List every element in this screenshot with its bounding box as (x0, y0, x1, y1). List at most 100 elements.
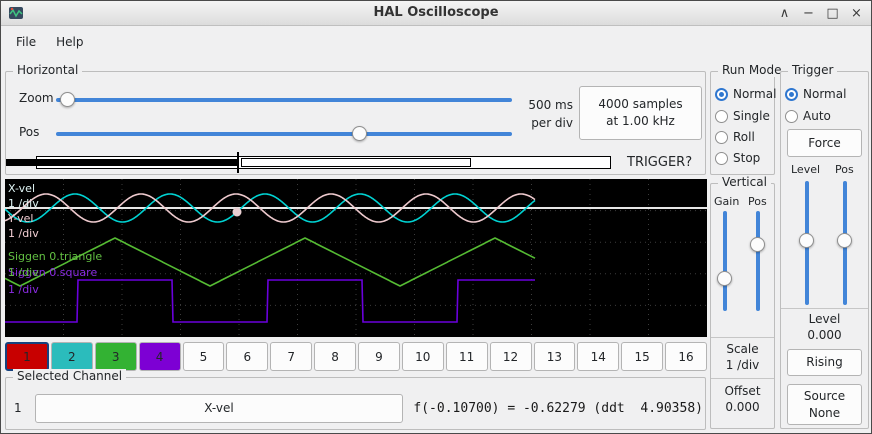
channel-button-4[interactable]: 4 (138, 342, 181, 371)
trigger-pos-slider[interactable] (837, 181, 853, 305)
source-button[interactable]: Source None (787, 384, 862, 425)
shade-button[interactable]: ∧ (779, 5, 790, 21)
menu-bar: File Help (1, 27, 92, 56)
offset-value: 0.000 (725, 400, 760, 414)
minimize-button[interactable]: − (803, 5, 814, 21)
trigger-pos-label: Pos (835, 163, 854, 176)
channel-button-5[interactable]: 5 (182, 342, 225, 371)
trigger-level-readout-value: 0.000 (807, 328, 842, 342)
channel-button-2[interactable]: 2 (50, 342, 93, 371)
menu-help[interactable]: Help (56, 34, 84, 49)
record-window-box[interactable] (241, 158, 471, 167)
pos-slider-handle[interactable] (352, 126, 367, 141)
channel-button-13[interactable]: 13 (533, 342, 576, 371)
trace-name-label: Siggen 0.triangle (8, 250, 103, 263)
channel-button-7[interactable]: 7 (270, 342, 313, 371)
maximize-button[interactable]: □ (826, 5, 839, 21)
zoom-label: Zoom (19, 91, 54, 105)
pos-slider-track[interactable] (56, 132, 512, 136)
radio-icon (715, 151, 728, 165)
channel-button-15[interactable]: 15 (621, 342, 664, 371)
trace-X-vel (5, 193, 536, 223)
channel-button-9[interactable]: 9 (358, 342, 400, 371)
trace-Siggen 0.triangle (5, 237, 536, 287)
trigger-pos-slider-handle[interactable] (837, 233, 852, 248)
timebase-readout: 500 ms per div (513, 96, 573, 132)
samples-line2: at 1.00 kHz (606, 114, 675, 128)
vertical-panel-title: Vertical (718, 175, 771, 189)
zoom-slider-handle[interactable] (60, 92, 75, 107)
channel-button-1[interactable]: 1 (5, 342, 49, 371)
vertical-pos-label: Pos (748, 195, 767, 208)
trigger-auto-radio[interactable]: Auto (785, 107, 831, 125)
offset-label: Offset (724, 384, 761, 398)
trace-Siggen 0.square (5, 279, 535, 323)
vertical-gain-slider-track[interactable] (723, 211, 727, 311)
channel-button-14[interactable]: 14 (577, 342, 620, 371)
radio-label: Single (733, 109, 770, 123)
samples-button[interactable]: 4000 samples at 1.00 kHz (579, 86, 702, 140)
channel-button-12[interactable]: 12 (489, 342, 532, 371)
vertical-separator (711, 337, 774, 338)
vertical-pos-slider-track[interactable] (756, 211, 760, 311)
trigger-point-marker[interactable] (232, 207, 242, 217)
vertical-panel: Vertical (710, 175, 775, 429)
channel-button-10[interactable]: 10 (401, 342, 444, 371)
run-mode-roll-radio[interactable]: Roll (715, 128, 755, 146)
horizontal-panel-title: Horizontal (13, 63, 83, 77)
scale-value: 1 /div (725, 358, 760, 372)
trace-scale-label: 1 /div (8, 266, 39, 279)
radio-icon (715, 109, 728, 123)
zoom-slider[interactable] (56, 92, 512, 108)
trigger-level-slider[interactable] (799, 181, 815, 305)
trigger-normal-radio[interactable]: Normal (785, 85, 846, 103)
trigger-separator (781, 308, 868, 309)
title-bar: HAL Oscilloscope ∧ − □ × (1, 1, 871, 26)
vertical-gain-slider-handle[interactable] (717, 271, 732, 286)
trigger-panel: Trigger (780, 63, 869, 429)
edge-button[interactable]: Rising (787, 349, 862, 376)
close-button[interactable]: × (851, 5, 862, 21)
app-icon (8, 5, 24, 21)
source-line1: Source (803, 388, 846, 403)
scope-display[interactable]: X-vel Y-vel Siggen 0.triangle Siggen 0.squa… (5, 179, 707, 337)
channel-button-6[interactable]: 6 (226, 342, 269, 371)
channel-button-3[interactable]: 3 (94, 342, 137, 371)
vertical-pos-slider-handle[interactable] (750, 237, 765, 252)
force-button[interactable]: Force (787, 129, 862, 157)
channel-button-11[interactable]: 11 (445, 342, 488, 371)
trigger-question-label: TRIGGER? (627, 155, 693, 170)
horizontal-panel: Horizontal (5, 63, 706, 175)
run-mode-normal-radio[interactable]: Normal (715, 85, 776, 103)
trace-Y-vel (5, 193, 536, 223)
channel-name-button[interactable]: X-vel (35, 394, 403, 423)
pos-slider[interactable] (56, 126, 512, 142)
trace-name-label: Y-vel (8, 212, 34, 225)
vertical-separator-2 (711, 378, 774, 379)
timebase-unit: per div (531, 116, 573, 130)
vertical-gain-slider[interactable] (717, 211, 733, 311)
trace-name-label: X-vel (8, 182, 35, 195)
run-mode-single-radio[interactable]: Single (715, 107, 770, 125)
trace-scale-label: 1 /div (8, 197, 39, 210)
trigger-level-readout-label: Level (808, 312, 841, 326)
radio-label: Roll (733, 130, 755, 144)
trigger-level-slider-handle[interactable] (799, 233, 814, 248)
menu-file[interactable]: File (16, 34, 37, 49)
value-readout: f(-0.10700) = -0.62279 (ddt 4.90358) (413, 401, 703, 416)
radio-label: Auto (803, 109, 831, 123)
selected-channel-panel: Selected Channel (5, 369, 706, 430)
channel-button-8[interactable]: 8 (314, 342, 356, 371)
trigger-position-cursor[interactable] (237, 152, 239, 173)
run-mode-stop-radio[interactable]: Stop (715, 149, 760, 167)
run-mode-panel: Run Mode (710, 63, 786, 175)
trace-scale-label: 1 /div (8, 283, 39, 296)
channel-button-16[interactable]: 16 (665, 342, 707, 371)
zoom-slider-track[interactable] (56, 98, 512, 102)
trace-name-label: Siggen 0.square (8, 266, 98, 279)
timebase-value: 500 ms (528, 98, 573, 112)
vertical-pos-slider[interactable] (750, 211, 766, 311)
radio-icon (785, 109, 798, 123)
window-title: HAL Oscilloscope (373, 5, 499, 20)
